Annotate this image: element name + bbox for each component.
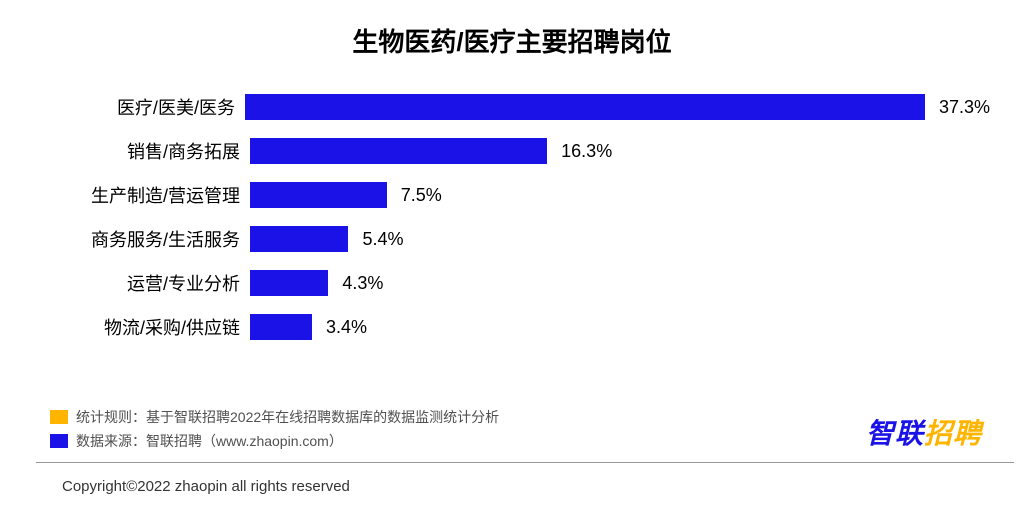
category-label: 运营/专业分析 — [50, 270, 250, 296]
bar — [250, 182, 387, 208]
brand-part2: 招聘 — [924, 418, 982, 449]
bar-area: 16.3% — [250, 129, 990, 173]
category-label: 销售/商务拓展 — [50, 138, 250, 164]
legend-source: 数据来源：智联招聘（www.zhaopin.com） — [50, 429, 499, 453]
bar-chart: 医疗/医美/医务 37.3% 销售/商务拓展 16.3% 生产制造/营运管理 7.5% 商务… — [50, 85, 990, 349]
bar-area: 4.3% — [250, 261, 990, 305]
copyright-text: Copyright©2022 zhaopin all rights reserv… — [62, 478, 350, 495]
bar — [250, 226, 348, 252]
category-label: 商务服务/生活服务 — [50, 226, 250, 252]
bar-row: 生产制造/营运管理 7.5% — [50, 173, 990, 217]
bar-row: 医疗/医美/医务 37.3% — [50, 85, 990, 129]
legend-rule-swatch — [50, 410, 68, 424]
bar-value: 3.4% — [326, 317, 367, 338]
bar-value: 4.3% — [342, 273, 383, 294]
bar-area: 3.4% — [250, 305, 990, 349]
bar-value: 16.3% — [561, 141, 612, 162]
legend-source-swatch — [50, 434, 68, 448]
bar-value: 7.5% — [401, 185, 442, 206]
bar-area: 7.5% — [250, 173, 990, 217]
brand-logo: 智联招聘 — [866, 412, 982, 452]
footer-divider — [36, 462, 1014, 463]
bar — [250, 270, 328, 296]
bar-value: 5.4% — [362, 229, 403, 250]
bar-row: 商务服务/生活服务 5.4% — [50, 217, 990, 261]
category-label: 生产制造/营运管理 — [50, 182, 250, 208]
legend-source-text: 数据来源：智联招聘（www.zhaopin.com） — [76, 431, 343, 451]
legend-rule-text: 统计规则：基于智联招聘2022年在线招聘数据库的数据监测统计分析 — [76, 407, 499, 427]
legend: 统计规则：基于智联招聘2022年在线招聘数据库的数据监测统计分析 数据来源：智联… — [50, 405, 499, 453]
bar-value: 37.3% — [939, 97, 990, 118]
bar-row: 运营/专业分析 4.3% — [50, 261, 990, 305]
category-label: 医疗/医美/医务 — [50, 94, 245, 120]
bar-area: 37.3% — [245, 85, 990, 129]
bar-row: 物流/采购/供应链 3.4% — [50, 305, 990, 349]
bar-row: 销售/商务拓展 16.3% — [50, 129, 990, 173]
legend-rule: 统计规则：基于智联招聘2022年在线招聘数据库的数据监测统计分析 — [50, 405, 499, 429]
bar-area: 5.4% — [250, 217, 990, 261]
bar — [250, 314, 312, 340]
brand-part1: 智联 — [866, 418, 924, 449]
bar — [250, 138, 547, 164]
bar — [245, 94, 925, 120]
chart-title: 生物医药/医疗主要招聘岗位 — [0, 0, 1024, 59]
category-label: 物流/采购/供应链 — [50, 314, 250, 340]
